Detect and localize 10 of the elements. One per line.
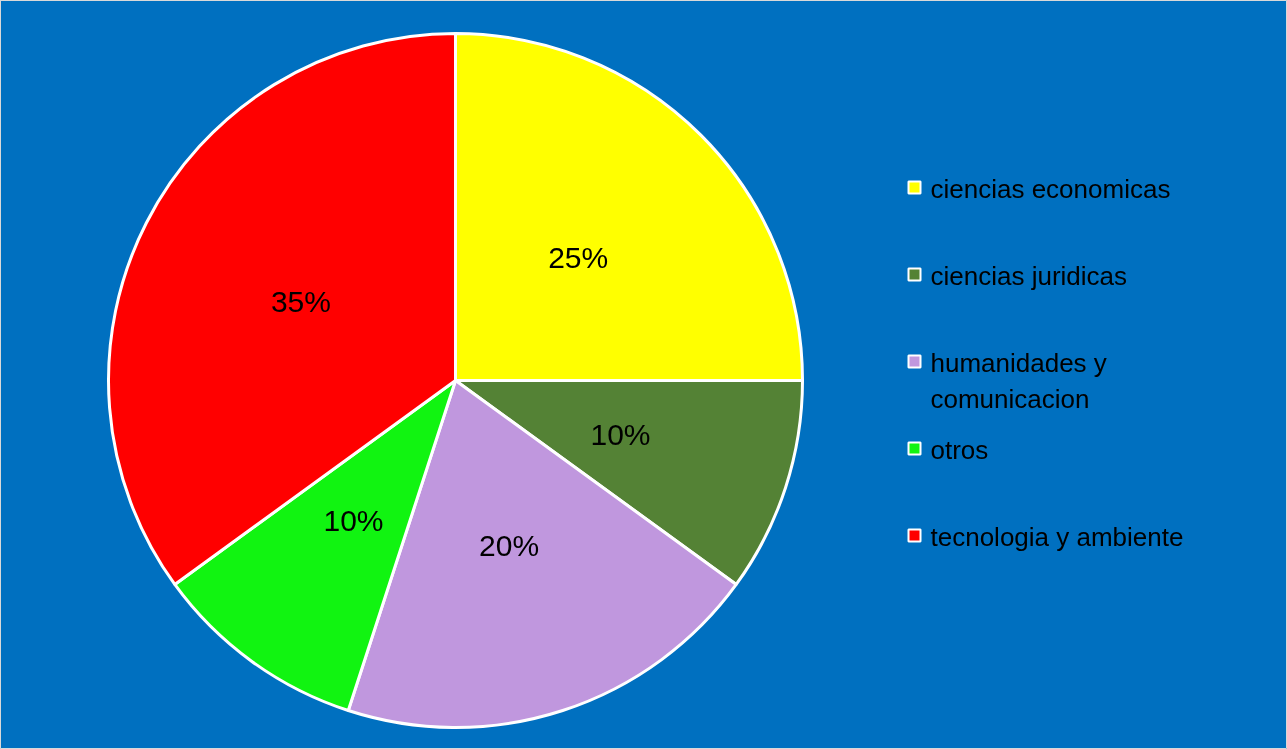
legend-label: ciencias juridicas: [930, 260, 1128, 291]
data-label: 20%: [479, 529, 540, 563]
legend-label: ciencias economicas: [930, 173, 1171, 204]
data-label: 35%: [270, 285, 331, 319]
legend-label: otros: [930, 434, 989, 465]
data-label: 25%: [548, 241, 609, 275]
legend-label: tecnologia y ambiente: [930, 521, 1184, 552]
data-label: 10%: [590, 417, 651, 451]
data-label: 10%: [323, 504, 384, 538]
legend-label: humanidades y comunicacion: [930, 347, 1107, 414]
